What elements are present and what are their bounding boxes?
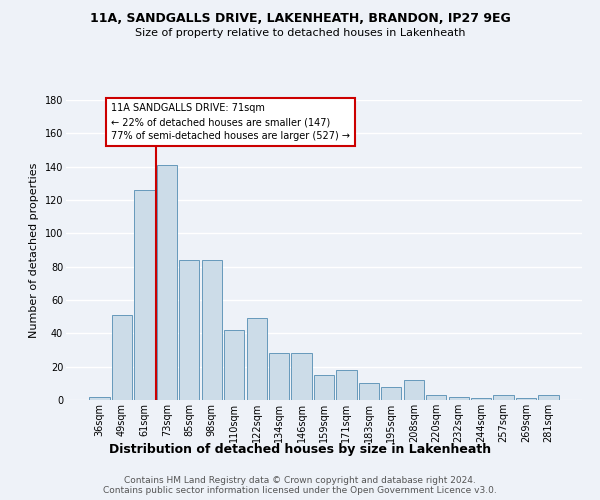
Bar <box>89 396 110 400</box>
Bar <box>449 396 469 400</box>
Bar <box>292 354 311 400</box>
Bar <box>426 395 446 400</box>
Bar <box>224 330 244 400</box>
Bar <box>202 260 222 400</box>
Bar <box>112 315 132 400</box>
Text: Size of property relative to detached houses in Lakenheath: Size of property relative to detached ho… <box>135 28 465 38</box>
Bar <box>381 386 401 400</box>
Text: 11A, SANDGALLS DRIVE, LAKENHEATH, BRANDON, IP27 9EG: 11A, SANDGALLS DRIVE, LAKENHEATH, BRANDO… <box>89 12 511 26</box>
Bar <box>157 165 177 400</box>
Bar <box>516 398 536 400</box>
Text: Distribution of detached houses by size in Lakenheath: Distribution of detached houses by size … <box>109 442 491 456</box>
Bar <box>337 370 356 400</box>
Text: 11A SANDGALLS DRIVE: 71sqm
← 22% of detached houses are smaller (147)
77% of sem: 11A SANDGALLS DRIVE: 71sqm ← 22% of deta… <box>111 104 350 142</box>
Bar <box>404 380 424 400</box>
Bar <box>471 398 491 400</box>
Text: Contains HM Land Registry data © Crown copyright and database right 2024.
Contai: Contains HM Land Registry data © Crown c… <box>103 476 497 495</box>
Bar <box>247 318 267 400</box>
Bar <box>493 395 514 400</box>
Bar <box>134 190 155 400</box>
Bar <box>314 375 334 400</box>
Y-axis label: Number of detached properties: Number of detached properties <box>29 162 39 338</box>
Bar <box>359 384 379 400</box>
Bar <box>179 260 199 400</box>
Bar <box>538 395 559 400</box>
Bar <box>269 354 289 400</box>
